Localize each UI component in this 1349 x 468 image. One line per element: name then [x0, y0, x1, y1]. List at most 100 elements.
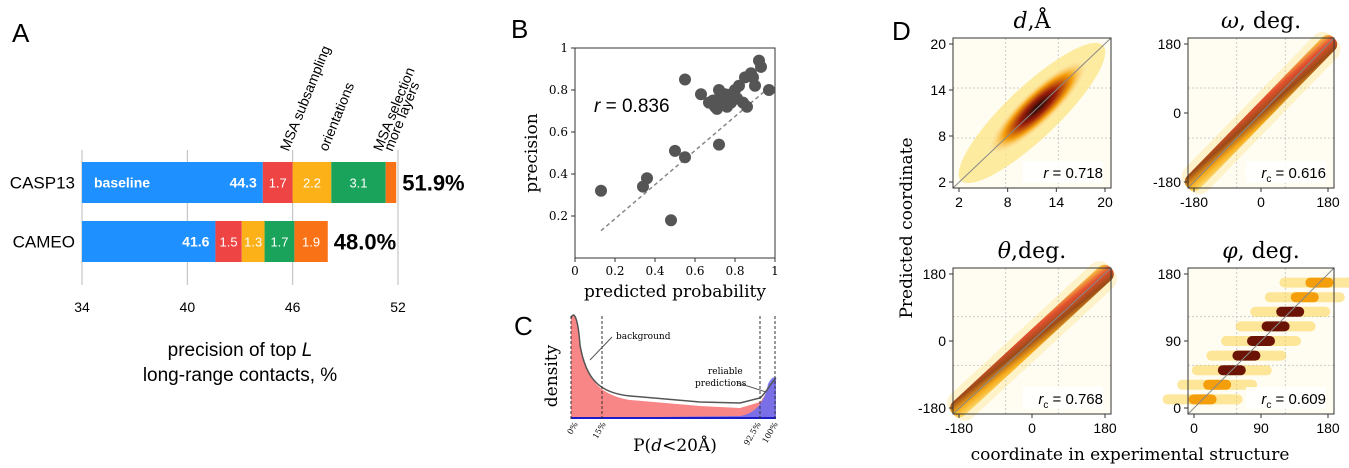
panel-b-label: B	[511, 14, 528, 44]
reliable-density-area	[571, 377, 776, 418]
x-tick-label: 0	[1257, 194, 1265, 210]
y-tick-label: 20	[930, 36, 946, 52]
panel-b-ticks: 0 0.2 0.4 0.6 0.8 1 0.2 0.4 0.6 0.8 1	[549, 41, 779, 278]
identity-line	[1187, 37, 1335, 189]
x-tick-label: 40	[180, 299, 196, 315]
background-pointer	[589, 336, 613, 361]
x-tick-label: 0.4	[645, 264, 664, 278]
y-tick-label: 180	[1158, 36, 1182, 52]
bar-value-label: 44.3	[230, 175, 257, 191]
scatter-point	[669, 144, 681, 157]
predictions-annotation: predictions	[695, 379, 747, 389]
bar-value-label: 1.9	[302, 235, 320, 250]
y-tick-label: 8	[938, 128, 946, 144]
scatter-point	[703, 96, 715, 109]
panel-d-ylabel: Predicted coordinate	[897, 137, 917, 318]
stat-bg	[1023, 387, 1103, 409]
bar-segment-more-layers	[385, 162, 397, 203]
x-tick-label: 8	[1004, 194, 1012, 210]
bar-segment-orientations	[292, 162, 332, 203]
identity-line	[952, 37, 1112, 189]
scatter-point	[733, 79, 745, 92]
heatmap-title: d,Å	[1014, 6, 1052, 34]
x-tick-label: -180	[945, 420, 973, 436]
scatter-point	[763, 84, 775, 96]
heatmap-panel: φ, deg. 0 90 180 180 90 0 rc = 0.609	[1158, 239, 1349, 436]
heatmap-panel: d,Å 2 8 14 20 20 14 8 2 r = 0.718	[930, 6, 1113, 210]
x-tick-label: 1	[771, 264, 779, 278]
identity-line	[952, 267, 1112, 415]
scatter-point	[741, 100, 753, 113]
y-tick-label: -180	[918, 400, 946, 416]
scatter-point	[641, 172, 653, 185]
stat-label: rc = 0.609	[1261, 391, 1326, 411]
panel-c-label: C	[514, 311, 533, 341]
bar-segment-msa-subsampling	[262, 162, 293, 203]
category-label: CASP13	[10, 174, 75, 193]
bar-value-label: 2.2	[303, 176, 321, 191]
x-tick-label: -180	[1180, 194, 1208, 210]
y-tick-label: 180	[1158, 266, 1182, 282]
baseline-label: baseline	[94, 175, 150, 191]
panel-d-heatmaps: d,Å 2 8 14 20 20 14 8 2 r = 0.718 ω, deg. -180 0 180 1…	[918, 6, 1349, 436]
x-tick-label: 90	[1253, 420, 1269, 436]
heatmap-frame	[952, 37, 1112, 189]
scatter-point	[755, 60, 767, 73]
panel-c: C background reliable predictions 0% 15% 9…	[514, 311, 780, 456]
bar-value-label: 1.7	[270, 235, 288, 250]
bar-segment-orientations	[241, 221, 265, 262]
stat-bg	[1246, 387, 1326, 409]
panel-d: D d,Å 2 8 14 20 20 14 8 2 r = 0.718 ω, deg. -180 0 18…	[892, 6, 1349, 465]
x-tick-label: 0	[1028, 420, 1036, 436]
panel-d-label: D	[892, 16, 911, 46]
x-tick-label: 0	[1190, 420, 1198, 436]
x-tick-label: 0.8	[725, 264, 744, 278]
heatmap-panel: ω, deg. -180 0 180 180 0 -180 rc = 0.616	[1153, 9, 1341, 210]
scatter-point	[731, 92, 743, 105]
background-density-area	[571, 315, 776, 418]
x-tick-label: 180	[1093, 420, 1117, 436]
heatmap-title: θ,deg.	[998, 239, 1066, 264]
y-tick-label: 0.8	[549, 83, 568, 97]
stat-label: rc = 0.616	[1261, 165, 1326, 185]
y-tick-label: 0	[1173, 105, 1181, 121]
stat-label: r = 0.718	[1043, 165, 1103, 182]
scatter-point	[747, 71, 759, 84]
scatter-point	[665, 214, 677, 227]
panel-a-xlabel-line2: long-range contacts, %	[143, 365, 337, 386]
panel-c-xlabel: P(d<20Å)	[633, 435, 717, 456]
x-tick-label: 20	[1097, 194, 1113, 210]
x-tick-label: 52	[390, 299, 406, 315]
y-tick-label: 180	[923, 266, 947, 282]
scatter-point	[595, 184, 607, 197]
x-tick-label: 92.5%	[742, 420, 763, 447]
panel-a-label: A	[12, 18, 30, 48]
y-tick-label: 2	[938, 174, 946, 190]
scatter-point	[713, 138, 725, 151]
bar-value-label: 3.1	[349, 176, 367, 191]
background-annotation: background	[616, 332, 671, 342]
bar-segment-more-layers	[294, 221, 328, 262]
y-tick-label: 0.6	[549, 125, 568, 139]
stat-bg	[1023, 161, 1103, 183]
x-tick-label: 2	[955, 194, 963, 210]
panel-b-trendline	[600, 85, 772, 232]
x-tick-label: 0%	[566, 420, 580, 436]
scatter-point	[679, 151, 691, 164]
panel-b: B 0 0.2 0.4 0.6 0.8 10.20.40.60.81 r = 0.836 …	[511, 14, 779, 302]
bar-segment-msa-selection	[264, 221, 295, 262]
x-tick-label: 0.2	[605, 264, 624, 278]
category-label: CAMEO	[13, 233, 75, 252]
bar-value-label: 1.5	[220, 235, 238, 250]
stat-label: rc = 0.768	[1038, 391, 1103, 411]
panel-b-frame	[574, 47, 776, 259]
bar-value-label: 1.3	[244, 235, 262, 250]
panel-a-bars: 44.3 1.7 2.2 3.1 41.6 1.5 1.3 1.7 1.9 baseline	[82, 162, 397, 262]
x-tick-label: 0	[571, 264, 579, 278]
bar-segment-msa-selection	[331, 162, 386, 203]
legend-orientations: orientations	[315, 80, 357, 153]
total-label: 51.9%	[402, 171, 464, 196]
x-tick-label: 0.6	[685, 264, 704, 278]
stat-bg	[1246, 161, 1326, 183]
panel-b-xlabel: predicted probability	[584, 282, 766, 302]
